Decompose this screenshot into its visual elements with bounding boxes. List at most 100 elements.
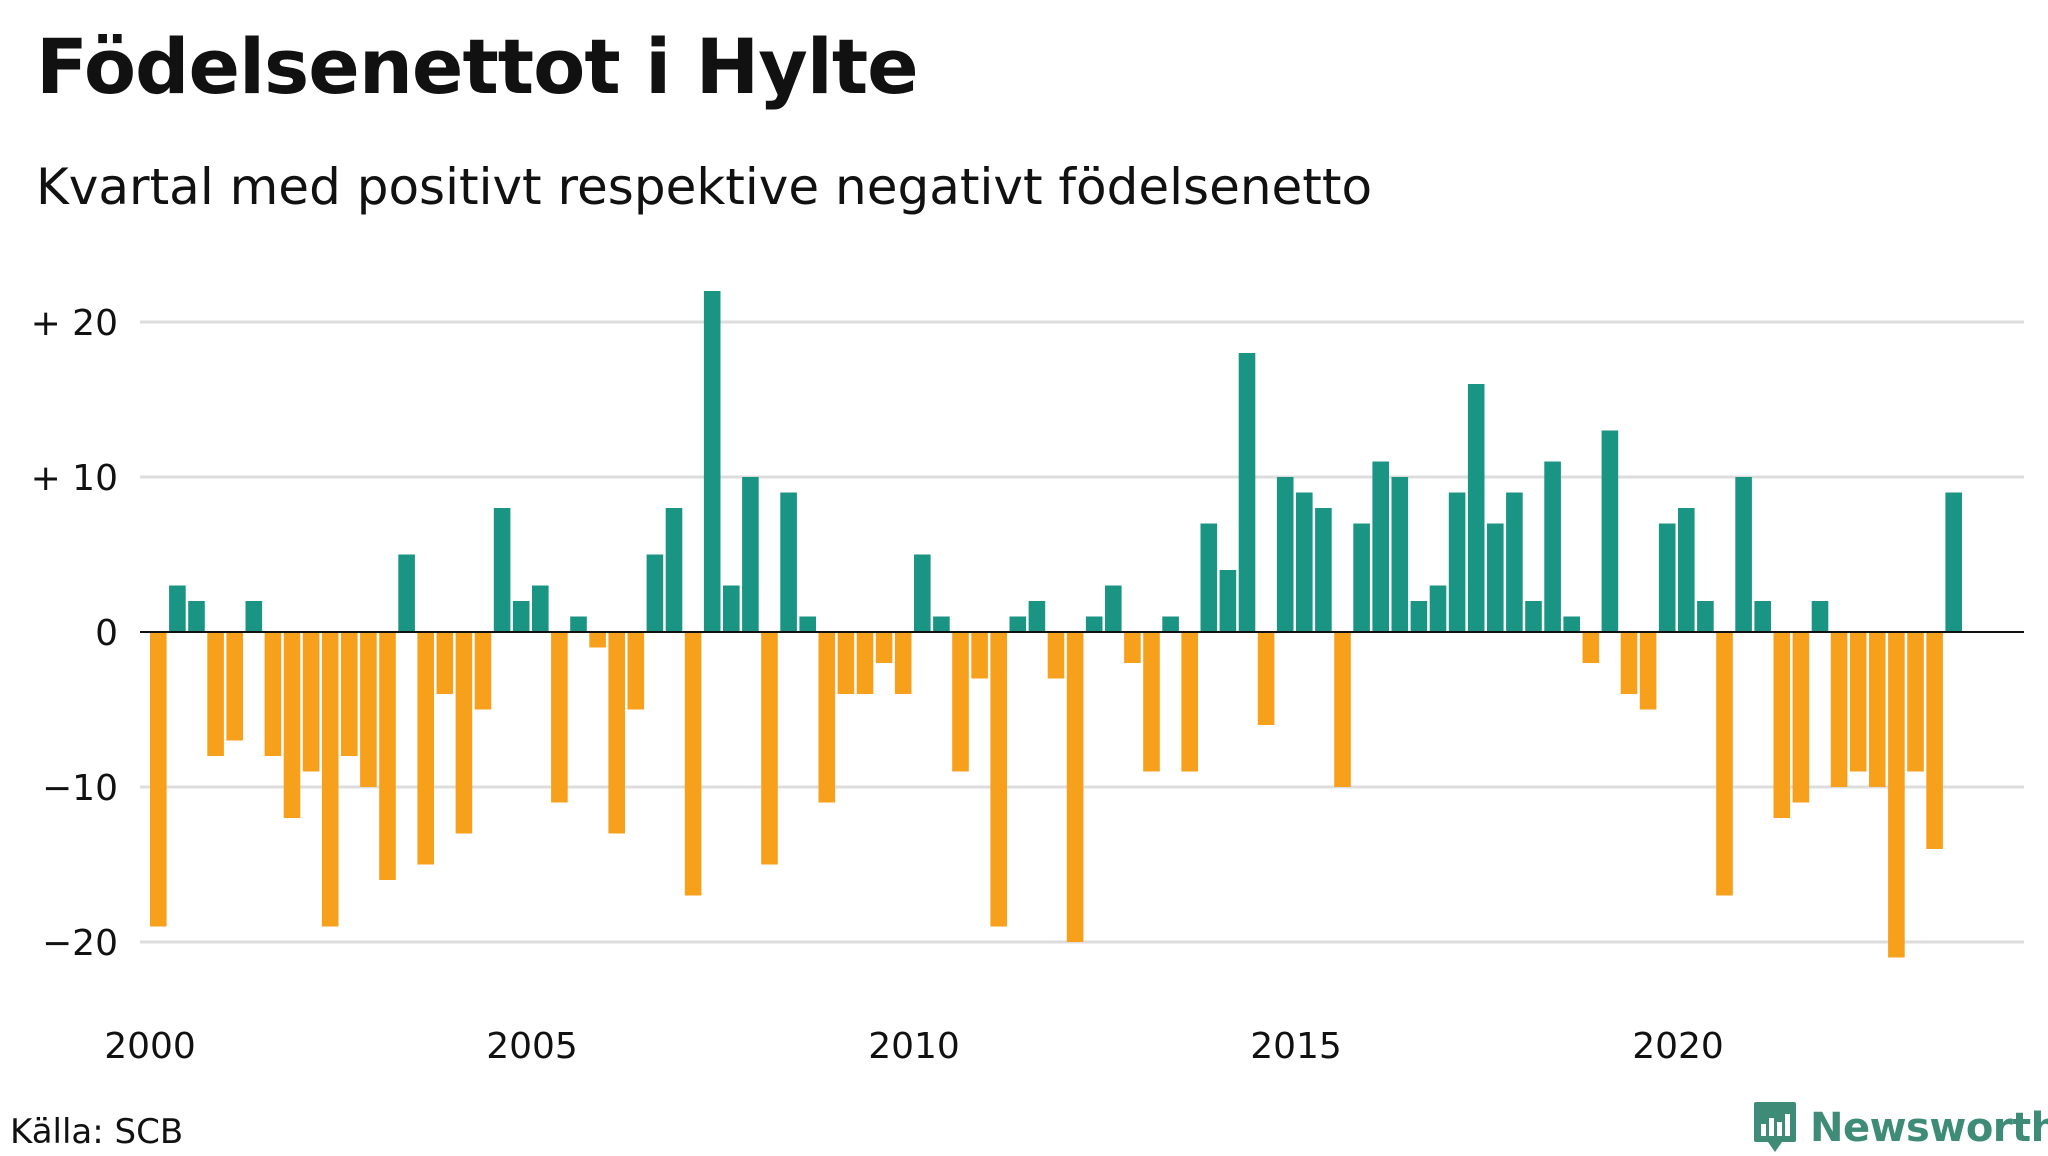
bar-positive [1353, 523, 1370, 632]
bar-positive [1735, 477, 1752, 632]
bar-positive [1506, 492, 1523, 632]
bar-negative [875, 632, 893, 663]
bar-positive [914, 554, 931, 632]
bar-negative [150, 632, 167, 927]
bar-negative [264, 632, 282, 756]
bar-negative [474, 632, 492, 710]
y-tick-label: + 20 [31, 303, 118, 344]
bar-positive [1448, 492, 1466, 632]
bar-positive [1601, 430, 1619, 632]
bar-positive [1162, 616, 1179, 632]
bar-positive [665, 508, 683, 632]
axes: + 20 + 10 0 −10 −20 2000 2005 2010 2015 2020 [31, 303, 2024, 1067]
bar-positive [1811, 601, 1829, 632]
x-tick-label: 2015 [1250, 1026, 1342, 1067]
bar-positive [1754, 601, 1771, 632]
bar-positive [742, 477, 759, 632]
bar-positive [1429, 585, 1447, 632]
bar-positive [1009, 616, 1027, 632]
bar-negative [627, 632, 645, 710]
bar-positive [1085, 616, 1103, 632]
bar-negative [1773, 632, 1791, 818]
bar-positive [1544, 461, 1561, 632]
bar-positive [398, 554, 415, 632]
bar-negative [1047, 632, 1065, 679]
bar-negative [1124, 632, 1141, 663]
bar-negative [379, 632, 396, 880]
bar-positive [1678, 508, 1695, 632]
bar-negative [551, 632, 568, 803]
newsworthy-logo-icon [1754, 1102, 1796, 1152]
bar-positive [1658, 523, 1676, 632]
x-tick-label: 2005 [486, 1026, 578, 1067]
bar-negative [283, 632, 301, 818]
bar-positive [532, 585, 549, 632]
bar-positive [1467, 384, 1485, 632]
bar-positive [493, 508, 511, 632]
bar-negative [608, 632, 625, 834]
bar-positive [1410, 601, 1428, 632]
bar-negative [1639, 632, 1657, 710]
bar-negative [1888, 632, 1905, 958]
brand-name: Newsworthy [1810, 1105, 2048, 1151]
bar-negative [207, 632, 224, 756]
bar-positive [1945, 492, 1962, 632]
bar-negative [417, 632, 434, 865]
bar-positive [1391, 477, 1409, 632]
bar-negative [1582, 632, 1600, 663]
bars [150, 291, 1962, 958]
bar-positive [703, 291, 721, 632]
y-tick-label: −20 [42, 923, 118, 964]
bar-negative [1066, 632, 1084, 942]
bar-positive [1315, 508, 1332, 632]
bar-positive [780, 492, 797, 632]
y-tick-label: + 10 [31, 458, 118, 499]
bar-positive [1525, 601, 1542, 632]
bar-negative [1181, 632, 1198, 772]
bar-negative [1926, 632, 1943, 849]
bar-positive [1238, 353, 1256, 632]
bar-negative [1830, 632, 1848, 787]
brand-logo: Newsworthy [1752, 1100, 2048, 1156]
x-tick-label: 2020 [1632, 1026, 1724, 1067]
bar-negative [589, 632, 606, 648]
bar-positive [723, 585, 740, 632]
bar-positive [570, 616, 587, 632]
bar-positive [169, 585, 186, 632]
bar-negative [1716, 632, 1733, 896]
bar-positive [1563, 616, 1580, 632]
chart-subtitle: Kvartal med positivt respektive negativt… [36, 158, 1373, 216]
x-tick-label: 2010 [868, 1026, 960, 1067]
bar-negative [226, 632, 243, 741]
bar-positive [512, 601, 530, 632]
x-tick-label: 2000 [104, 1026, 196, 1067]
bar-negative [1334, 632, 1351, 787]
bar-positive [1372, 461, 1389, 632]
bar-positive [1219, 570, 1237, 632]
bar-negative [321, 632, 339, 927]
y-tick-label: 0 [95, 613, 118, 654]
bar-negative [1620, 632, 1638, 694]
y-tick-label: −10 [42, 768, 118, 809]
bar-positive [933, 616, 950, 632]
bar-negative [952, 632, 969, 772]
bar-negative [455, 632, 473, 834]
bar-positive [799, 616, 816, 632]
bar-positive [1276, 477, 1294, 632]
bar-negative [1792, 632, 1810, 803]
bar-positive [188, 601, 205, 632]
bar-negative [1907, 632, 1924, 772]
bar-negative [1257, 632, 1275, 725]
bar-negative [1869, 632, 1886, 787]
source-note: Källa: SCB [10, 1112, 184, 1152]
bar-negative [1143, 632, 1160, 772]
bar-positive [1105, 585, 1122, 632]
bar-negative [894, 632, 912, 694]
bar-positive [1697, 601, 1714, 632]
bar-negative [990, 632, 1007, 927]
bar-positive [1296, 492, 1313, 632]
bar-negative [837, 632, 855, 694]
chart-title: Födelsenettot i Hylte [36, 22, 919, 111]
bar-negative [302, 632, 320, 772]
bar-negative [856, 632, 874, 694]
